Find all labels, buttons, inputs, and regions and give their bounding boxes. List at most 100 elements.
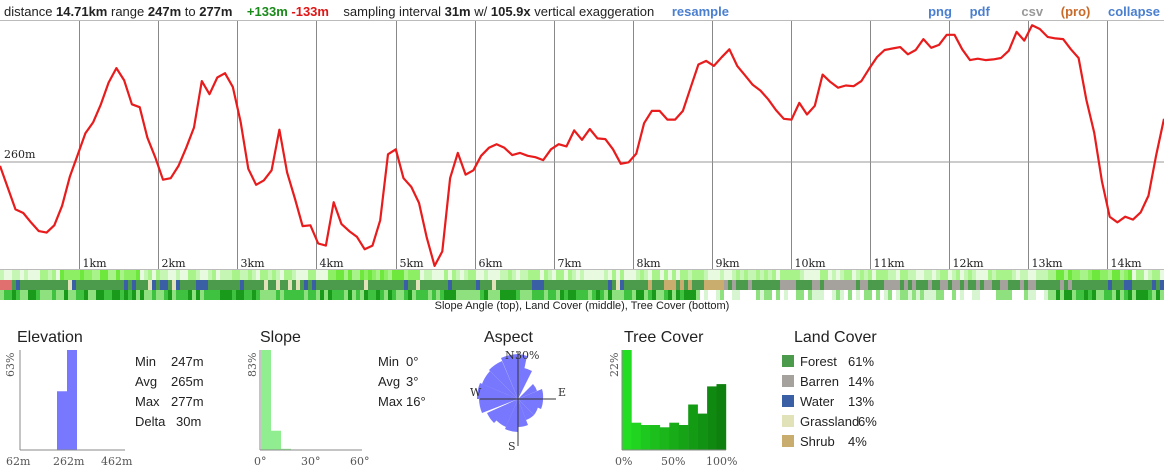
slope-cell [236, 270, 240, 280]
slope-cell [752, 270, 756, 280]
slope-cell [408, 270, 412, 280]
collapse-link[interactable]: collapse [1107, 4, 1160, 19]
land-cover-cell [452, 280, 456, 290]
aspect-wedge-sse [518, 399, 528, 427]
land-cover-cell [940, 280, 944, 290]
tree-cover-cell [984, 290, 988, 300]
csv-pro-link[interactable]: csv (pro) [1007, 4, 1090, 19]
tree-cover-cell [1116, 290, 1120, 300]
land-cover-cell [484, 280, 488, 290]
slope-cell [936, 270, 940, 280]
tree-cover-cell [804, 290, 808, 300]
tree-cover-cell [1144, 290, 1148, 300]
tree-cover-cell [612, 290, 616, 300]
tree-cover-cell [1140, 290, 1144, 300]
land-cover-cell [600, 280, 604, 290]
slope-cell [284, 270, 288, 280]
land-cover-cell [1064, 280, 1068, 290]
aspect-wedge-ene [518, 389, 544, 399]
land-cover-cell [148, 280, 152, 290]
tree-cover-cell [416, 290, 420, 300]
resample-link[interactable]: resample [671, 4, 729, 19]
land-cover-cell [384, 280, 388, 290]
slope-cell [1012, 270, 1016, 280]
tree-cover-cell [188, 290, 192, 300]
tree-cover-cell [1048, 290, 1052, 300]
elevation-line [0, 24, 1164, 267]
tree-cover-cell [336, 290, 340, 300]
slope-cell [840, 270, 844, 280]
land-cover-cell [136, 280, 140, 290]
land-cover-cell [620, 280, 624, 290]
slope-cell [332, 270, 336, 280]
slope-cell [1064, 270, 1068, 280]
slope-cell [680, 270, 684, 280]
slope-cell [1136, 270, 1140, 280]
slope-cell [44, 270, 48, 280]
slope-cell [788, 270, 792, 280]
pdf-link[interactable]: pdf [969, 4, 990, 19]
land-cover-cell [884, 280, 888, 290]
slope-cell [24, 270, 28, 280]
land-cover-cell [632, 280, 636, 290]
tree-cover-cell [608, 290, 612, 300]
slope-cell [228, 270, 232, 280]
slope-cell [900, 270, 904, 280]
slope-x-label-max: 60° [350, 455, 370, 468]
slope-cell [892, 270, 896, 280]
land-cover-cell [256, 280, 260, 290]
land-cover-pct: 14% [848, 374, 875, 389]
tree-cover-cell [28, 290, 32, 300]
slope-cell [912, 270, 916, 280]
land-cover-cell [880, 280, 884, 290]
slope-cell [888, 270, 892, 280]
tree-cover-cell [1012, 290, 1016, 300]
slope-cell [976, 270, 980, 280]
tree-cover-cell [920, 290, 924, 300]
land-cover-cell [1032, 280, 1036, 290]
slope-cell [808, 270, 812, 280]
tree-cover-cell [436, 290, 440, 300]
slope-cell [368, 270, 372, 280]
attribute-bands-svg [0, 270, 1164, 300]
slope-cell [552, 270, 556, 280]
tree-cover-cell [1092, 290, 1096, 300]
slope-cell [244, 270, 248, 280]
slope-cell [600, 270, 604, 280]
land-cover-cell [508, 280, 512, 290]
land-cover-cell [800, 280, 804, 290]
tree-cover-cell [948, 290, 952, 300]
aspect-wedge-w [476, 383, 518, 399]
tree-cover-cell [864, 290, 868, 300]
slope-cell [340, 270, 344, 280]
tree-cover-cell [988, 290, 992, 300]
tree-cover-cell [1132, 290, 1136, 300]
slope-cell [724, 270, 728, 280]
elevation-profile-chart[interactable]: 260m 1km 2km 3km 4km 5km 6km 7km 8km 9km 10km 11km… [0, 20, 1164, 270]
land-cover-cell [784, 280, 788, 290]
land-cover-cell [240, 280, 244, 290]
slope-histogram-bar [281, 448, 291, 450]
tree-cover-cell [616, 290, 620, 300]
land-cover-cell [248, 280, 252, 290]
slope-cell [36, 270, 40, 280]
slope-cell [756, 270, 760, 280]
tree-cover-cell [944, 290, 948, 300]
tree-cover-cell [840, 290, 844, 300]
land-cover-cell [128, 280, 132, 290]
slope-cell [660, 270, 664, 280]
land-cover-cell [296, 280, 300, 290]
tree-cover-cell [308, 290, 312, 300]
tree-cover-cell [928, 290, 932, 300]
tree-cover-cell [152, 290, 156, 300]
exaggeration-label: vertical exaggeration [534, 4, 655, 19]
tree-cover-cell [696, 290, 700, 300]
land-cover-cell [144, 280, 148, 290]
tree-cover-cell [456, 290, 460, 300]
png-link[interactable]: png [928, 4, 952, 19]
tree-cover-cell [560, 290, 564, 300]
land-cover-cell [280, 280, 284, 290]
tree-cover-cell [1104, 290, 1108, 300]
land-cover-cell [64, 280, 68, 290]
slope-cell [444, 270, 448, 280]
